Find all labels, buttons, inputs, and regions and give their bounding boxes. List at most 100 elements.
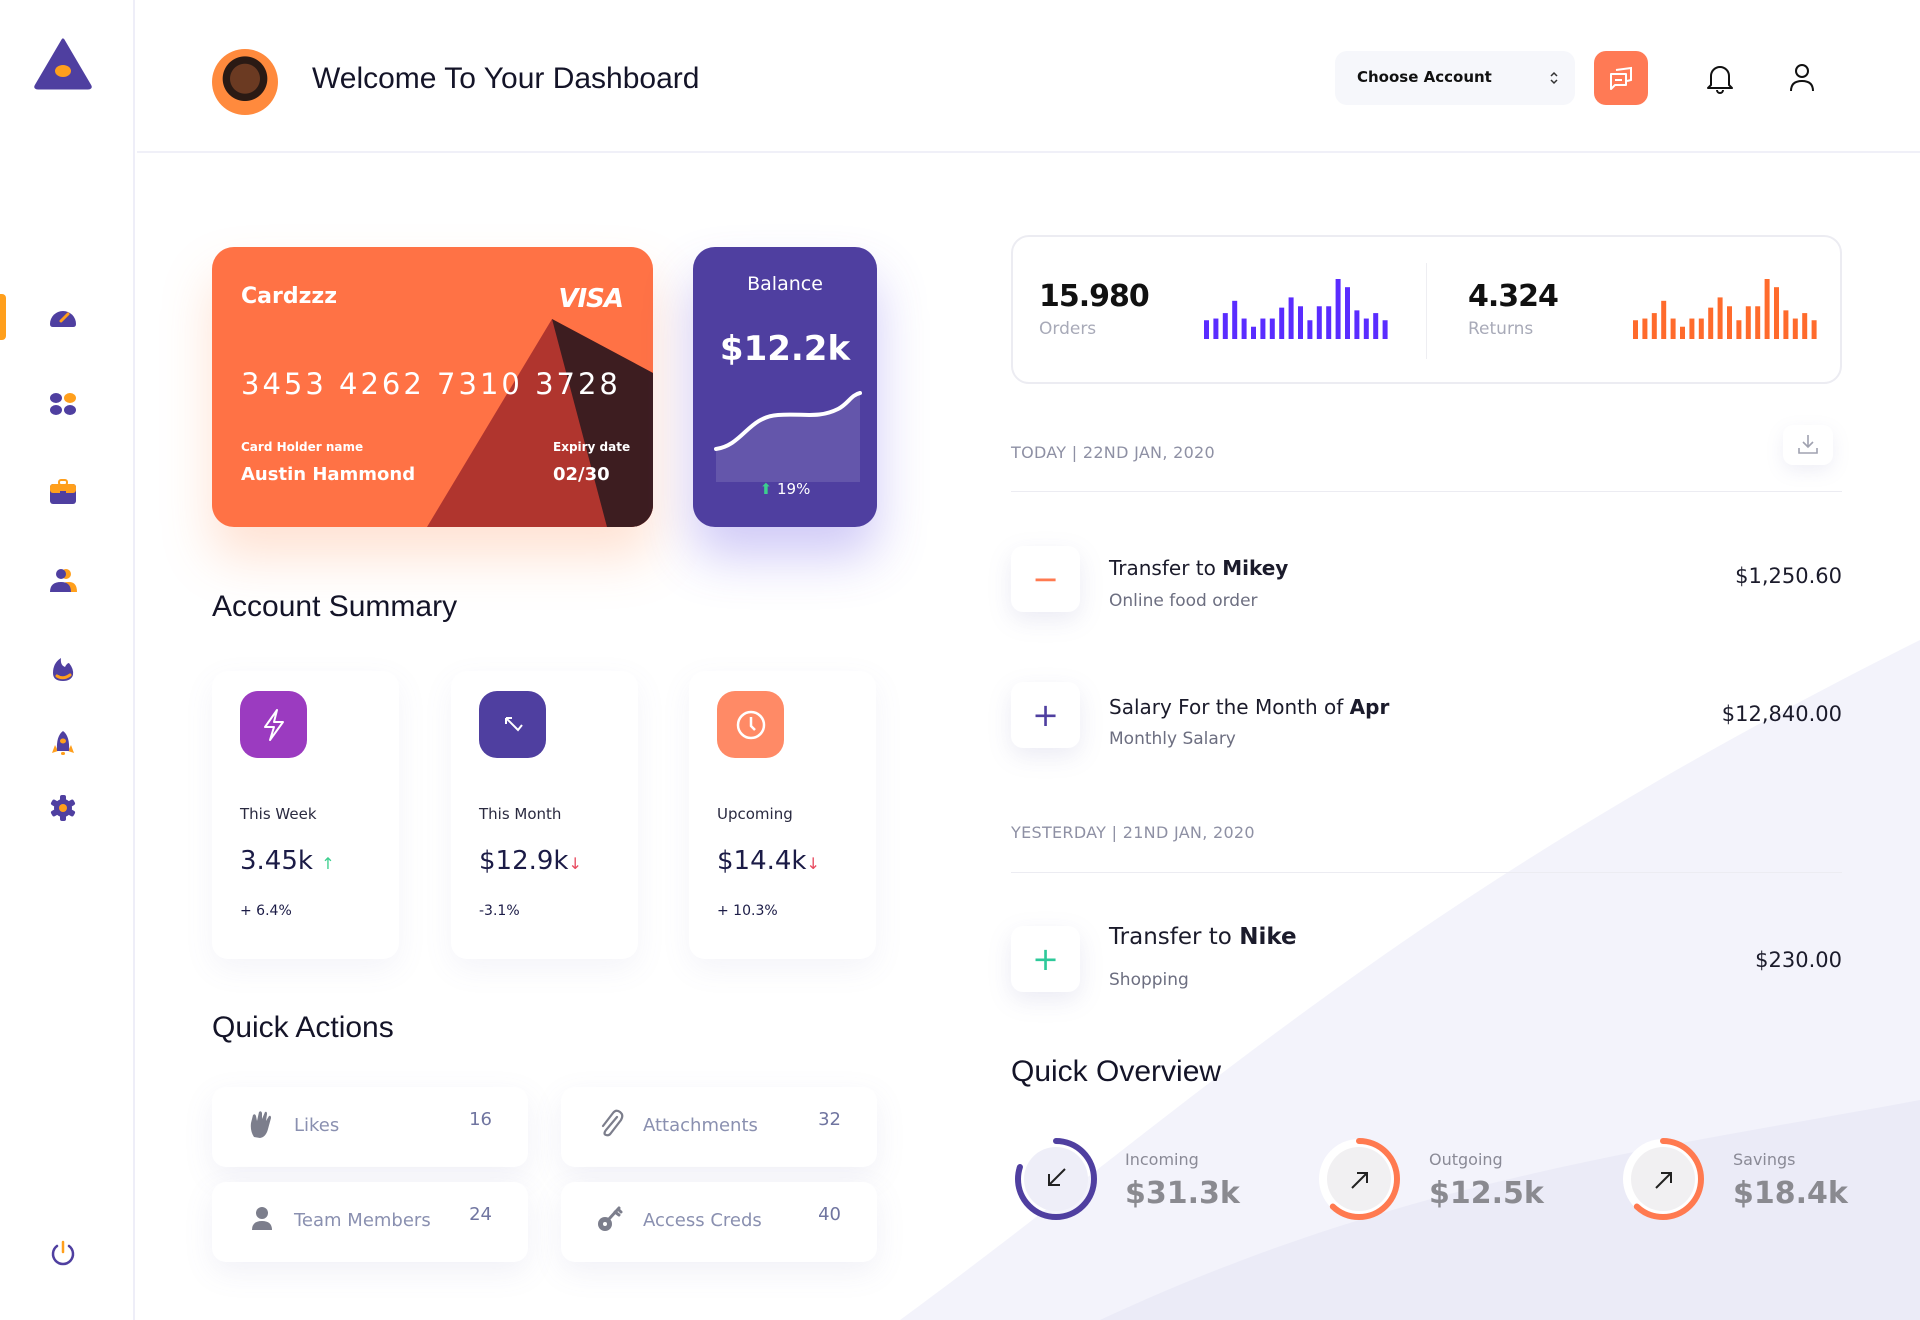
bar [1783, 310, 1789, 339]
app-logo-icon [34, 38, 92, 90]
transaction-subtitle: Monthly Salary [1109, 729, 1236, 749]
divider [1011, 491, 1842, 492]
user-avatar[interactable] [212, 49, 278, 115]
bar [1708, 307, 1714, 339]
balance-value: $12.2k [719, 329, 851, 369]
card-number: 3453 4262 7310 3728 [241, 367, 621, 401]
download-button[interactable] [1783, 425, 1833, 465]
clap-hands-icon [250, 1111, 271, 1138]
quick-action-access-creds[interactable]: Access Creds 40 [561, 1182, 877, 1262]
overview-value: $18.4k [1733, 1176, 1848, 1211]
transaction-subtitle: Shopping [1109, 970, 1189, 990]
key-icon [598, 1206, 623, 1231]
savings-progress-ring [1622, 1138, 1704, 1220]
card-name: Cardzzz [241, 284, 338, 309]
progress-arc [1318, 1138, 1400, 1220]
arrow-down-left-icon [1048, 1168, 1066, 1186]
bar [1316, 306, 1322, 339]
summary-label: Upcoming [717, 805, 793, 823]
orders-label: Orders [1039, 319, 1097, 339]
bar [1213, 318, 1219, 339]
balance-change: ⬆ 19% [693, 480, 877, 498]
settings-gear-icon[interactable] [49, 794, 77, 822]
quick-action-likes[interactable]: Likes 16 [212, 1087, 528, 1167]
returns-bar-chart [1633, 279, 1817, 339]
bar [1335, 279, 1341, 339]
bar [1326, 306, 1332, 339]
balance-change-value: 19% [777, 480, 811, 498]
overview-label: Savings [1733, 1150, 1796, 1169]
returns-value: 4.324 [1468, 279, 1559, 314]
date-heading-today: TODAY | 22ND JAN, 2020 [1011, 443, 1216, 462]
choose-account-select[interactable]: Choose Account [1335, 51, 1575, 105]
progress-arc [1015, 1138, 1097, 1220]
orders-bar-chart [1204, 279, 1388, 339]
trend-up-icon: ↑ [321, 854, 335, 873]
quick-action-count: 24 [469, 1204, 492, 1225]
power-icon[interactable] [49, 1239, 77, 1267]
messages-button[interactable] [1594, 51, 1648, 105]
bar [1288, 297, 1294, 339]
bar [1354, 310, 1360, 339]
minus-icon: − [1011, 546, 1080, 612]
briefcase-icon[interactable] [49, 478, 77, 506]
chevron-up-down-icon [1550, 71, 1558, 85]
dashboard-gauge-icon[interactable] [49, 302, 77, 330]
clock-icon [717, 691, 784, 758]
balance-card[interactable]: Balance $12.2k ⬆ 19% [693, 247, 877, 527]
rocket-icon[interactable] [49, 729, 77, 757]
summary-value: $12.9k↓ [479, 846, 582, 876]
overview-label: Incoming [1125, 1150, 1199, 1169]
bar [1251, 326, 1256, 339]
transaction-amount: $1,250.60 [1735, 564, 1842, 588]
quick-action-count: 32 [818, 1109, 841, 1130]
bar [1670, 318, 1676, 339]
summary-change: -3.1% [479, 903, 520, 919]
bar [1811, 320, 1817, 339]
quick-action-label: Team Members [294, 1210, 431, 1231]
paperclip-icon [601, 1109, 624, 1137]
card-decoration [427, 319, 653, 527]
quick-action-team-members[interactable]: Team Members 24 [212, 1182, 528, 1262]
summary-card-this-week[interactable]: This Week 3.45k ↑ + 6.4% [212, 671, 399, 959]
summary-label: This Week [240, 805, 317, 823]
bar [1204, 320, 1209, 339]
arrow-up-right-icon [1655, 1172, 1672, 1189]
visa-logo: VISA [558, 284, 624, 314]
quick-actions-title: Quick Actions [212, 1011, 394, 1044]
orders-value: 15.980 [1039, 279, 1150, 314]
active-indicator [0, 294, 6, 340]
incoming-progress-ring [1015, 1138, 1097, 1220]
bar [1745, 306, 1751, 339]
download-icon [1798, 435, 1818, 454]
bar [1260, 318, 1266, 339]
summary-card-this-month[interactable]: This Month $12.9k↓ -3.1% [451, 671, 638, 959]
bar [1307, 320, 1313, 339]
transaction-title: Transfer to Nike [1109, 924, 1297, 950]
user-profile-icon[interactable] [1788, 63, 1816, 93]
bar [1232, 300, 1238, 339]
credit-card[interactable]: Cardzzz VISA 3453 4262 7310 3728 Card Ho… [212, 247, 653, 527]
divider [1011, 872, 1842, 873]
users-icon[interactable] [49, 566, 77, 594]
account-summary-title: Account Summary [212, 590, 458, 623]
expiry-label: Expiry date [553, 440, 631, 454]
arrow-up-left-icon [479, 691, 546, 758]
quick-action-attachments[interactable]: Attachments 32 [561, 1087, 877, 1167]
bar [1651, 313, 1657, 339]
bar [1298, 306, 1303, 339]
lightning-icon [240, 691, 307, 758]
card-holder-name: Austin Hammond [241, 464, 416, 485]
summary-card-upcoming[interactable]: Upcoming $14.4k↓ + 10.3% [689, 671, 876, 959]
notification-bell-icon[interactable] [1705, 63, 1735, 95]
balance-label: Balance [747, 273, 823, 295]
fire-icon[interactable] [49, 655, 77, 683]
transaction-amount: $230.00 [1755, 948, 1842, 972]
bar [1269, 318, 1275, 339]
bar [1279, 307, 1285, 339]
plus-icon: + [1011, 926, 1080, 992]
apps-grid-icon[interactable] [49, 390, 77, 418]
quick-action-label: Likes [294, 1115, 340, 1136]
summary-change: + 10.3% [717, 903, 778, 919]
trend-down-icon: ↓ [568, 854, 582, 873]
